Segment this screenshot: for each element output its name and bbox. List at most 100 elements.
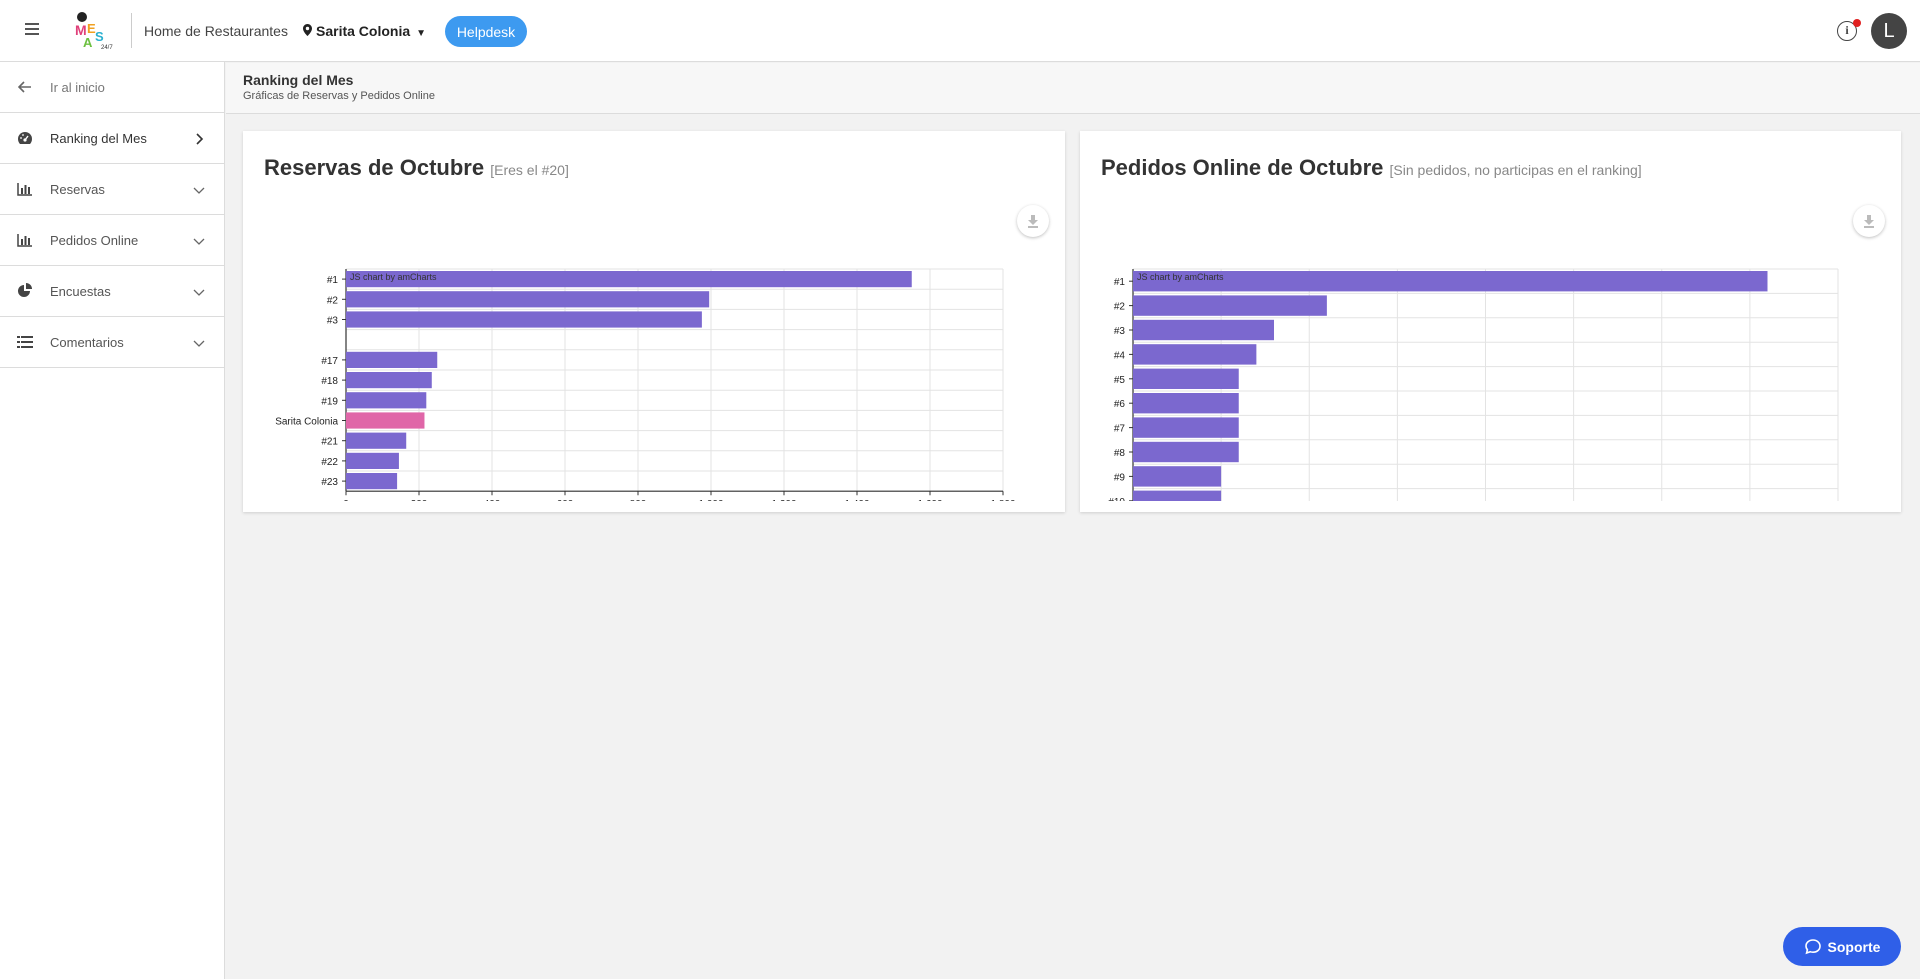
bar <box>346 271 912 288</box>
notification-dot <box>1853 19 1861 27</box>
card-title-note: [Sin pedidos, no participas en el rankin… <box>1389 162 1642 178</box>
category-label: #10 <box>1108 497 1125 501</box>
reservas-bar-chart: 0 200 400 600 800 1,000 1,200 1,400 1,600 1,800 #1… <box>275 268 1016 501</box>
sidebar-item-reservas[interactable]: Reservas <box>0 164 224 215</box>
category-label: #17 <box>321 356 338 367</box>
bar <box>346 452 399 469</box>
bar <box>1133 368 1239 389</box>
page-title: Ranking del Mes <box>243 72 354 88</box>
amcharts-watermark: JS chart by amCharts <box>1137 272 1224 282</box>
sidebar-item-encuestas[interactable]: Encuestas <box>0 266 224 317</box>
sidebar: Ir al inicio Ranking del Mes Reservas Pe… <box>0 62 225 979</box>
card-title: Pedidos Online de Octubre [Sin pedidos, … <box>1101 155 1642 181</box>
x-tick-label: 0 <box>343 499 349 501</box>
download-icon[interactable] <box>1017 205 1049 237</box>
bar <box>1133 393 1239 414</box>
bar <box>1133 441 1239 463</box>
category-label: #5 <box>1114 375 1126 386</box>
svg-text:A: A <box>83 35 93 50</box>
sidebar-item-pedidos-online[interactable]: Pedidos Online <box>0 215 224 266</box>
bar <box>1133 295 1327 316</box>
header-divider <box>131 13 132 48</box>
card-title: Reservas de Octubre [Eres el #20] <box>264 155 569 181</box>
sidebar-back-label: Ir al inicio <box>50 79 105 95</box>
mesa-logo[interactable]: M E S A 24/7 <box>73 11 115 51</box>
bar <box>346 432 407 449</box>
category-label: #1 <box>327 275 339 286</box>
chevron-down-icon <box>193 285 205 297</box>
card-title-text: Pedidos Online de Octubre <box>1101 155 1384 180</box>
pie-chart-icon <box>16 282 34 300</box>
x-tick-label: 1,600 <box>917 499 942 501</box>
category-label: #22 <box>321 457 338 468</box>
soporte-label: Soporte <box>1827 938 1881 955</box>
x-tick-label: 1,000 <box>698 499 723 501</box>
chevron-right-icon <box>193 132 205 145</box>
bar <box>1133 490 1222 501</box>
svg-text:M: M <box>75 22 87 38</box>
amcharts-watermark: JS chart by amCharts <box>350 272 437 282</box>
category-label: #23 <box>321 477 338 488</box>
chevron-down-icon <box>193 183 205 195</box>
category-label: #21 <box>321 437 338 448</box>
category-label: #2 <box>1114 302 1126 313</box>
category-label: #6 <box>1114 399 1126 410</box>
bar <box>1133 417 1239 438</box>
bar <box>346 392 427 409</box>
sidebar-item-label: Ranking del Mes <box>50 130 147 146</box>
sidebar-item-comentarios[interactable]: Comentarios <box>0 317 224 368</box>
bar <box>346 291 710 308</box>
category-label: #3 <box>1114 326 1126 337</box>
category-label: Sarita Colonia <box>275 417 338 428</box>
bar <box>346 311 702 328</box>
bar <box>346 473 398 490</box>
bar <box>1133 466 1222 487</box>
chevron-down-icon <box>193 336 205 348</box>
bar <box>1133 344 1257 365</box>
category-label: #1 <box>1114 277 1126 288</box>
reservas-chart-card: Reservas de Octubre [Eres el #20] 0 200 40… <box>243 131 1065 512</box>
category-label: #9 <box>1114 472 1126 483</box>
bar-chart-icon <box>16 231 34 249</box>
category-label: #2 <box>327 295 339 306</box>
avatar[interactable]: L <box>1871 13 1907 49</box>
category-label: #18 <box>321 376 338 387</box>
category-label: #4 <box>1114 350 1126 361</box>
sidebar-item-label: Reservas <box>50 181 105 197</box>
top-bar: M E S A 24/7 Home de Restaurantes Sarita… <box>0 0 1920 62</box>
sidebar-divider <box>0 112 224 113</box>
category-label: #19 <box>321 396 338 407</box>
home-restaurantes-link[interactable]: Home de Restaurantes <box>144 23 288 39</box>
sidebar-item-label: Comentarios <box>50 334 124 350</box>
x-tick-label: 1,200 <box>771 499 796 501</box>
page-header: Ranking del Mes Gráficas de Reservas y P… <box>226 63 1920 114</box>
download-icon[interactable] <box>1853 205 1885 237</box>
location-selector[interactable]: Sarita Colonia ▼ <box>303 23 426 39</box>
dashboard-icon <box>16 129 34 147</box>
bar <box>346 372 432 389</box>
x-tick-label: 1,400 <box>844 499 869 501</box>
sidebar-item-label: Pedidos Online <box>50 232 139 248</box>
category-label: #8 <box>1114 448 1126 459</box>
soporte-button[interactable]: Soporte <box>1783 927 1901 966</box>
location-name: Sarita Colonia <box>316 23 411 39</box>
chat-bubble-icon <box>1804 938 1821 954</box>
x-tick-label: 400 <box>484 499 501 501</box>
caret-down-icon: ▼ <box>416 28 427 39</box>
arrow-left-icon <box>16 78 34 96</box>
hamburger-icon[interactable] <box>21 20 43 42</box>
sidebar-item-label: Encuestas <box>50 283 111 299</box>
x-tick-label: 200 <box>411 499 428 501</box>
sidebar-back-link[interactable]: Ir al inicio <box>0 62 224 112</box>
list-icon <box>16 333 34 351</box>
category-label: #3 <box>327 316 339 327</box>
bar <box>1133 319 1274 341</box>
location-pin-icon <box>303 23 312 39</box>
sidebar-item-ranking[interactable]: Ranking del Mes <box>0 113 224 164</box>
helpdesk-button[interactable]: Helpdesk <box>445 16 527 47</box>
info-icon[interactable]: i <box>1837 21 1857 41</box>
bar <box>346 351 438 368</box>
svg-text:S: S <box>95 29 104 44</box>
card-title-text: Reservas de Octubre <box>264 155 485 180</box>
pedidos-chart-card: Pedidos Online de Octubre [Sin pedidos, … <box>1080 131 1901 512</box>
